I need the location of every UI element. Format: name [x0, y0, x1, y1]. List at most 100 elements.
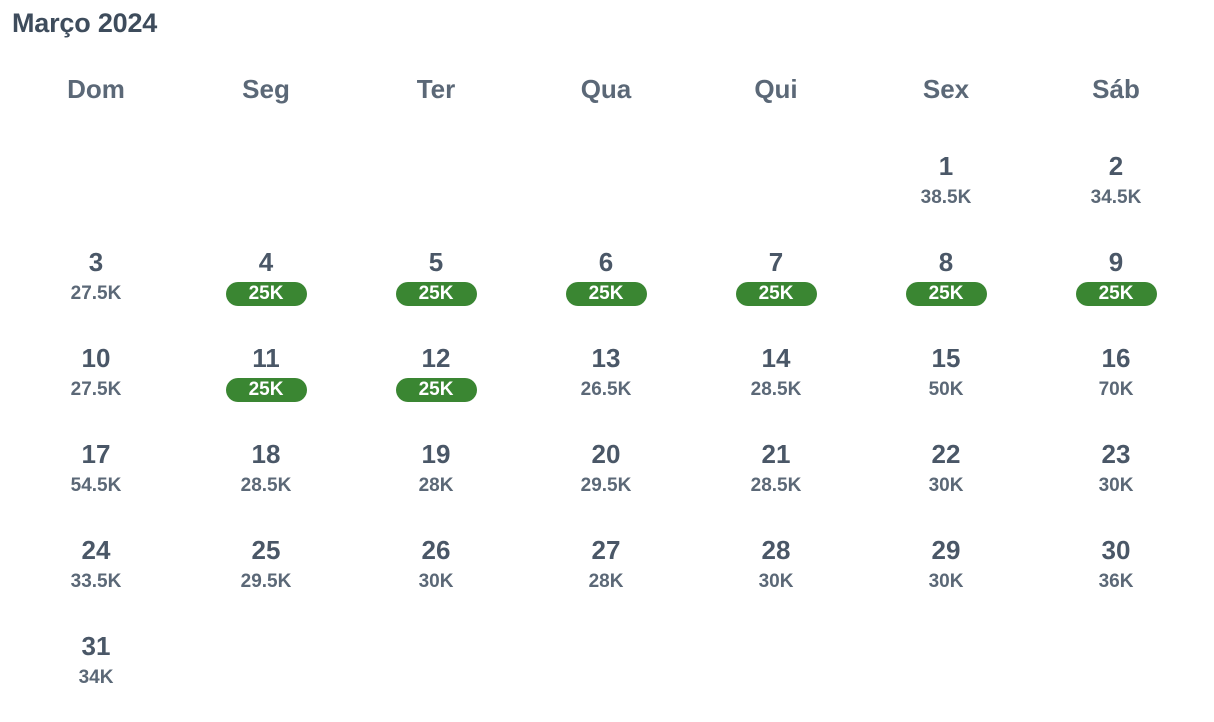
calendar-days-grid: 1 38.5K 2 34.5K 3 27.5K 4 25K 5 25K 6 25K 7 25K… [11, 146, 1201, 722]
day-number: 23 [1101, 439, 1131, 469]
day-number: 8 [938, 247, 954, 277]
day-cell[interactable]: 17 54.5K [11, 434, 181, 530]
lowest-price-badge: 25K [905, 282, 987, 306]
day-price: 30K [928, 475, 964, 496]
day-cell[interactable]: 24 33.5K [11, 530, 181, 626]
day-cell[interactable]: 27 28K [521, 530, 691, 626]
lowest-price-badge: 25K [395, 282, 477, 306]
weekday-label: Ter [416, 74, 456, 104]
day-cell[interactable]: 9 25K [1031, 242, 1201, 338]
day-cell[interactable]: 14 28.5K [691, 338, 861, 434]
day-number: 12 [421, 343, 451, 373]
day-cell[interactable]: 6 25K [521, 242, 691, 338]
lowest-price-badge: 25K [395, 378, 477, 402]
weekday-label: Qua [580, 74, 632, 104]
day-price: 28.5K [240, 475, 292, 496]
day-price: 30K [418, 571, 454, 592]
day-cell[interactable]: 2 34.5K [1031, 146, 1201, 242]
day-number: 21 [761, 439, 791, 469]
day-number: 6 [598, 247, 614, 277]
lowest-price-badge: 25K [1075, 282, 1157, 306]
weekday-label: Dom [67, 74, 125, 104]
day-cell[interactable]: 3 27.5K [11, 242, 181, 338]
day-number: 10 [81, 343, 111, 373]
day-number: 22 [931, 439, 961, 469]
day-cell[interactable]: 7 25K [691, 242, 861, 338]
day-number: 29 [931, 535, 961, 565]
day-cell[interactable]: 18 28.5K [181, 434, 351, 530]
weekday-header-row: Dom Seg Ter Qua Qui Sex Sáb [11, 70, 1201, 108]
day-number: 7 [768, 247, 784, 277]
empty-day-cell [521, 146, 691, 242]
day-cell[interactable]: 19 28K [351, 434, 521, 530]
day-price: 36K [1098, 571, 1134, 592]
month-title: Março 2024 [12, 8, 158, 38]
day-price: 27.5K [70, 283, 122, 304]
day-number: 13 [591, 343, 621, 373]
day-price: 30K [1098, 475, 1134, 496]
day-price: 54.5K [70, 475, 122, 496]
day-cell[interactable]: 25 29.5K [181, 530, 351, 626]
day-price: 33.5K [70, 571, 122, 592]
day-number: 27 [591, 535, 621, 565]
day-cell[interactable]: 13 26.5K [521, 338, 691, 434]
day-cell[interactable]: 23 30K [1031, 434, 1201, 530]
day-price: 28.5K [750, 475, 802, 496]
day-number: 25 [251, 535, 281, 565]
day-price: 29.5K [240, 571, 292, 592]
day-price: 34K [78, 667, 114, 688]
day-price: 28.5K [750, 379, 802, 400]
day-cell[interactable]: 10 27.5K [11, 338, 181, 434]
empty-day-cell [351, 146, 521, 242]
day-number: 5 [428, 247, 444, 277]
day-price: 26.5K [580, 379, 632, 400]
day-cell[interactable]: 12 25K [351, 338, 521, 434]
weekday-label: Sex [922, 74, 970, 104]
day-price: 28K [588, 571, 624, 592]
day-number: 31 [81, 631, 111, 661]
day-number: 2 [1108, 151, 1124, 181]
day-cell[interactable]: 22 30K [861, 434, 1031, 530]
day-number: 11 [252, 343, 280, 373]
day-price: 70K [1098, 379, 1134, 400]
weekday-label: Seg [242, 74, 290, 104]
day-cell[interactable]: 30 36K [1031, 530, 1201, 626]
empty-day-cell [691, 146, 861, 242]
day-cell[interactable]: 28 30K [691, 530, 861, 626]
day-price: 27.5K [70, 379, 122, 400]
weekday-label: Sáb [1092, 74, 1140, 104]
day-number: 20 [591, 439, 621, 469]
day-price: 29.5K [580, 475, 632, 496]
day-cell[interactable]: 26 30K [351, 530, 521, 626]
day-number: 9 [1108, 247, 1124, 277]
day-number: 15 [931, 343, 961, 373]
lowest-price-badge: 25K [565, 282, 647, 306]
day-cell[interactable]: 16 70K [1031, 338, 1201, 434]
day-number: 1 [938, 151, 954, 181]
day-cell[interactable]: 21 28.5K [691, 434, 861, 530]
day-cell[interactable]: 31 34K [11, 626, 181, 722]
day-price: 30K [758, 571, 794, 592]
day-number: 26 [421, 535, 451, 565]
day-number: 17 [81, 439, 111, 469]
day-cell[interactable]: 11 25K [181, 338, 351, 434]
day-number: 3 [88, 247, 104, 277]
day-price: 30K [928, 571, 964, 592]
day-cell[interactable]: 8 25K [861, 242, 1031, 338]
day-number: 14 [761, 343, 791, 373]
day-price: 38.5K [920, 187, 972, 208]
day-cell[interactable]: 1 38.5K [861, 146, 1031, 242]
day-cell[interactable]: 20 29.5K [521, 434, 691, 530]
day-number: 30 [1101, 535, 1131, 565]
lowest-price-badge: 25K [225, 282, 307, 306]
day-price: 28K [418, 475, 454, 496]
day-cell[interactable]: 5 25K [351, 242, 521, 338]
lowest-price-badge: 25K [735, 282, 817, 306]
day-cell[interactable]: 4 25K [181, 242, 351, 338]
day-cell[interactable]: 15 50K [861, 338, 1031, 434]
day-number: 24 [81, 535, 111, 565]
lowest-price-badge: 25K [225, 378, 307, 402]
day-cell[interactable]: 29 30K [861, 530, 1031, 626]
day-price: 34.5K [1090, 187, 1142, 208]
weekday-label: Qui [754, 74, 798, 104]
